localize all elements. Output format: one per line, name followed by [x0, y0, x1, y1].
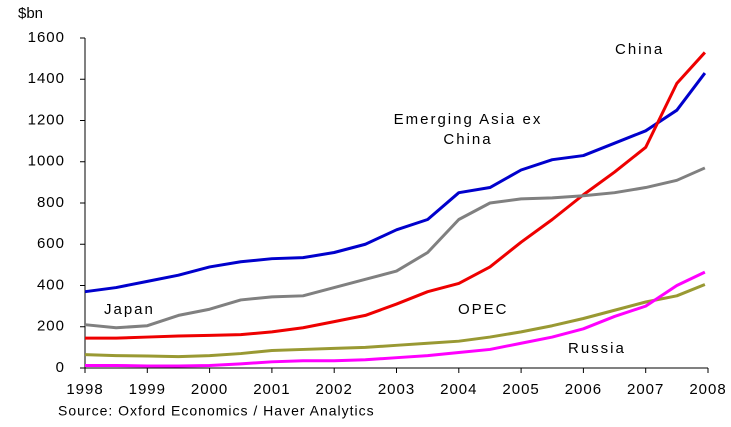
- y-tick-label: 0: [56, 359, 65, 376]
- series-line: [85, 51, 706, 340]
- y-tick-label: 1000: [28, 153, 65, 170]
- x-tick-label: 2004: [440, 381, 477, 398]
- x-tick-label: 2002: [316, 381, 353, 398]
- x-tick-label: 2005: [502, 381, 539, 398]
- y-tick-label: 1600: [28, 29, 65, 46]
- series-line: [84, 166, 706, 330]
- series-line: [85, 270, 706, 368]
- series-label: Russia: [568, 340, 626, 357]
- series-label: China: [615, 41, 665, 58]
- series-label: OPEC: [458, 301, 509, 318]
- source: Source: Oxford Economics / Haver Analyti…: [58, 403, 375, 419]
- y-tick-label: 1400: [28, 70, 65, 87]
- x-tick-label: 2006: [565, 381, 602, 398]
- x-tick-label: 2003: [378, 381, 415, 398]
- series-label: Japan: [104, 301, 155, 318]
- x-tick-label: 1998: [66, 381, 103, 398]
- x-tick-label: 2000: [191, 381, 228, 398]
- y-tick-label: 1200: [28, 111, 65, 128]
- y-tick-label: 400: [37, 276, 65, 293]
- series-label: Emerging Asia ex China: [393, 111, 543, 148]
- x-tick-label: 1999: [129, 381, 166, 398]
- series-line: [84, 72, 707, 294]
- y-tick-label: 600: [37, 235, 65, 252]
- x-tick-label: 2001: [253, 381, 290, 398]
- y-tick-label: 200: [37, 318, 65, 335]
- x-tick-label: 2008: [689, 381, 726, 398]
- series-line: [84, 283, 706, 359]
- y-tick-label: 800: [37, 194, 65, 211]
- y-unit: $bn: [18, 5, 43, 22]
- x-tick-label: 2007: [627, 381, 664, 398]
